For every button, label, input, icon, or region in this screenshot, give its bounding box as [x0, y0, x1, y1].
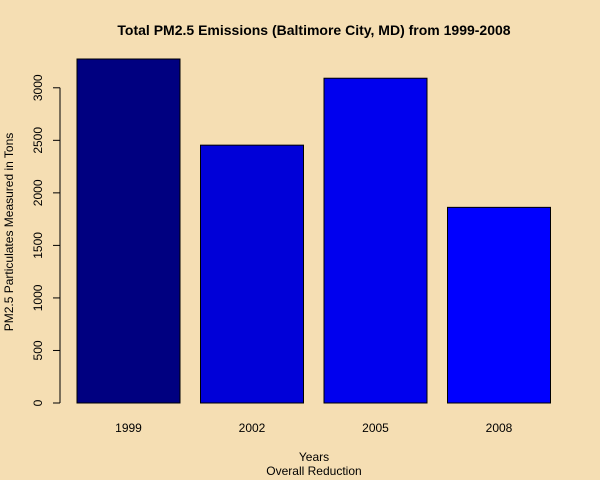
x-tick-label: 2002 — [239, 421, 266, 435]
x-axis-label: Years — [299, 450, 329, 464]
chart-title: Total PM2.5 Emissions (Baltimore City, M… — [117, 22, 510, 38]
y-tick-label: 3000 — [31, 74, 45, 101]
y-tick-label: 2000 — [31, 179, 45, 206]
x-tick-labels: 1999 2002 2005 2008 — [115, 421, 513, 435]
y-tick-label: 1000 — [31, 284, 45, 311]
x-tick-label: 2005 — [362, 421, 389, 435]
y-tick-label: 1500 — [31, 232, 45, 259]
bar-1999 — [76, 58, 181, 404]
bars-group — [76, 58, 551, 404]
y-tick-label: 2500 — [31, 127, 45, 154]
y-tick-label: 500 — [31, 340, 45, 360]
y-axis-label: PM2.5 Particulates Measured in Tons — [2, 133, 16, 332]
bar-2005 — [323, 77, 428, 404]
x-tick-label: 1999 — [115, 421, 142, 435]
y-tick-label: 0 — [31, 399, 45, 406]
x-tick-label: 2008 — [486, 421, 513, 435]
y-axis: 0 500 1000 1500 2000 2500 3000 — [31, 74, 61, 406]
x-axis-sublabel: Overall Reduction — [266, 464, 361, 478]
bar-2008 — [447, 206, 551, 404]
bar-2002 — [200, 144, 304, 404]
